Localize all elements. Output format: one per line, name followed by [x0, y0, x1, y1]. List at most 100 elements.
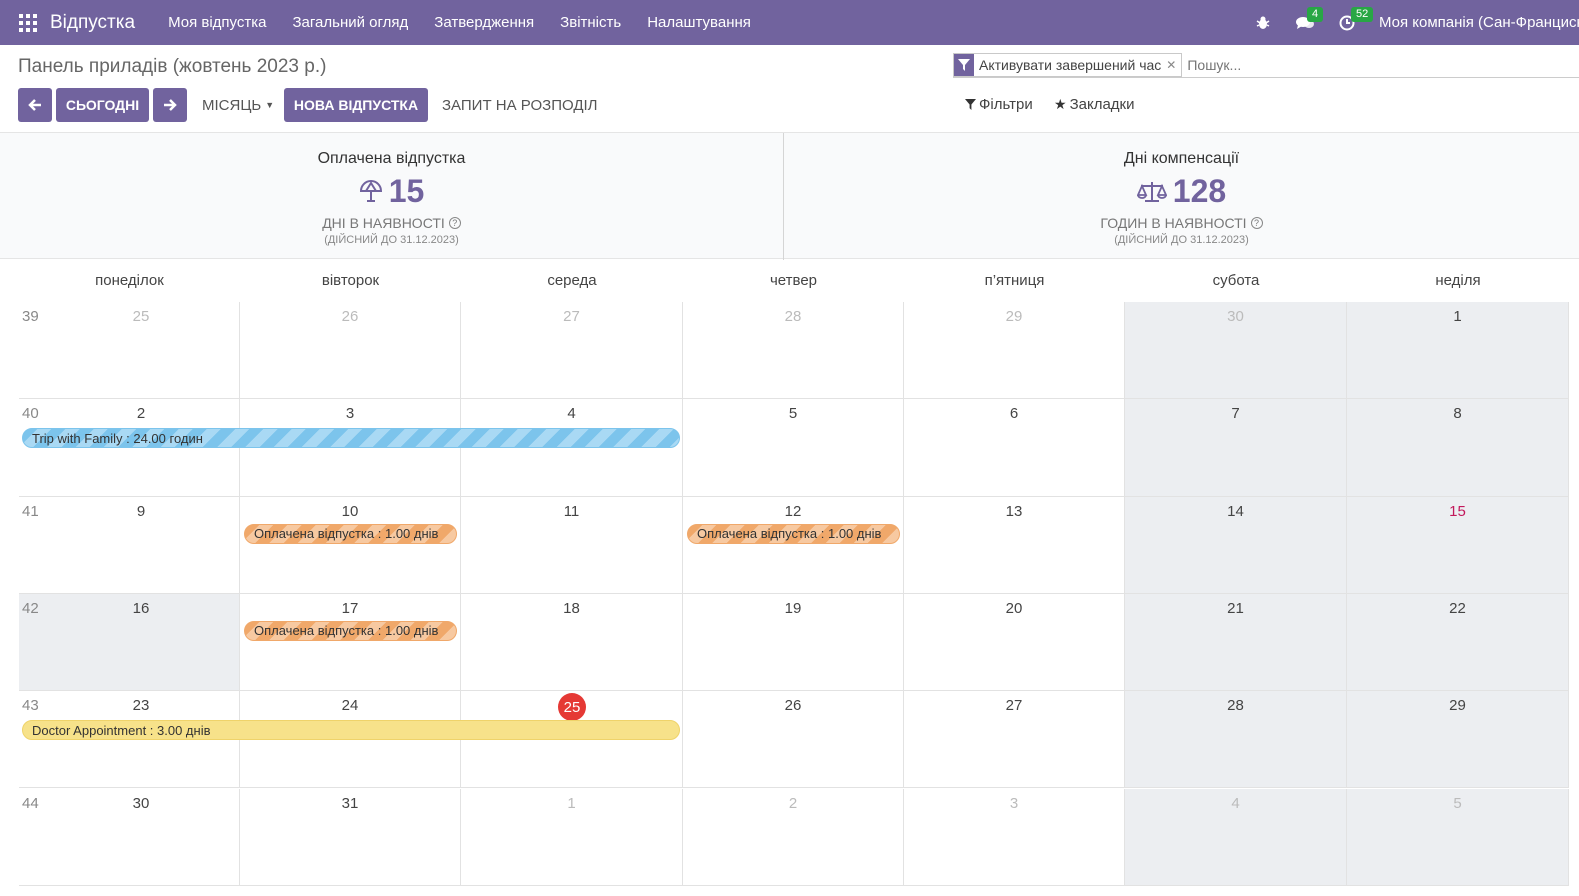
- calendar-day-cell[interactable]: 12: [683, 496, 904, 594]
- page-title: Панель приладів (жовтень 2023 р.): [18, 56, 327, 77]
- calendar-day-cell[interactable]: 28: [1125, 691, 1347, 789]
- day-number: 21: [1227, 599, 1244, 617]
- calendar-day-cell[interactable]: 15: [1347, 496, 1569, 594]
- balance-scale-icon: [1136, 181, 1167, 202]
- menu-overview[interactable]: Загальний огляд: [292, 14, 409, 31]
- weekday-thursday: четвер: [769, 272, 817, 289]
- compensation-card: Дні компенсації 128 ГОДИН В НАЯВНОСТІ ? …: [784, 133, 1579, 260]
- today-button[interactable]: СЬОГОДНІ: [56, 88, 149, 122]
- day-number: 17: [341, 599, 359, 617]
- day-number: 18: [563, 599, 580, 617]
- calendar-day-cell[interactable]: 17: [240, 593, 461, 692]
- calendar-day-cell[interactable]: 27: [461, 302, 683, 400]
- menu-approvals[interactable]: Затвердження: [434, 14, 535, 31]
- day-number: 29: [1449, 697, 1466, 715]
- menu-configuration[interactable]: Налаштування: [647, 14, 751, 31]
- week-number: 43: [22, 697, 39, 715]
- day-number: 9: [136, 502, 146, 520]
- event-paid-leave[interactable]: Оплачена відпустка : 1.00 днів: [244, 523, 457, 544]
- calendar-day-cell[interactable]: 29: [1347, 691, 1569, 789]
- calendar-day-cell[interactable]: 41 9: [19, 496, 240, 594]
- paid-leave-card: Оплачена відпустка 15 ДНІ В НАЯВНОСТІ ? …: [0, 133, 783, 260]
- event-trip-with-family[interactable]: Trip with Family : 24.00 годин: [22, 428, 680, 449]
- weekday-friday: п’ятниця: [984, 272, 1045, 289]
- filters-label: Фільтри: [979, 96, 1033, 113]
- week-number: 44: [22, 794, 39, 812]
- app-grid-icon[interactable]: [19, 13, 37, 32]
- new-leave-button[interactable]: НОВА ВІДПУСТКА: [284, 88, 428, 122]
- compensation-unit: ГОДИН В НАЯВНОСТІ: [1100, 215, 1247, 231]
- calendar-day-cell[interactable]: 6: [904, 399, 1125, 497]
- calendar-day-cell[interactable]: 19: [683, 593, 904, 692]
- search-input[interactable]: [1187, 56, 1488, 73]
- event-paid-leave[interactable]: Оплачена відпустка : 1.00 днів: [687, 523, 900, 544]
- scale-label: МІСЯЦЬ: [202, 96, 262, 114]
- calendar-day-cell[interactable]: 3: [904, 788, 1125, 886]
- activities-badge: 52: [1351, 6, 1374, 22]
- leave-dashboard: Оплачена відпустка 15 ДНІ В НАЯВНОСТІ ? …: [0, 132, 1579, 260]
- day-number: 6: [1009, 405, 1019, 423]
- arrow-right-icon: [164, 99, 177, 111]
- calendar-day-cell[interactable]: 1: [461, 788, 683, 886]
- day-number: 28: [1227, 697, 1244, 715]
- caret-down-icon: ▼: [265, 100, 275, 110]
- calendar-day-cell[interactable]: 25: [461, 691, 683, 789]
- arrow-left-icon: [28, 99, 41, 111]
- calendar-day-cell[interactable]: 11: [461, 496, 683, 594]
- menu-my-leave[interactable]: Моя відпустка: [168, 14, 267, 31]
- week-number: 40: [22, 405, 39, 423]
- calendar-day-cell[interactable]: 20: [904, 593, 1125, 692]
- help-icon[interactable]: ?: [1250, 217, 1263, 229]
- filters-button[interactable]: Фільтри: [965, 96, 1033, 113]
- calendar-day-cell[interactable]: 30: [1125, 302, 1347, 400]
- calendar-day-cell[interactable]: 26: [683, 691, 904, 789]
- menu-reporting[interactable]: Звітність: [560, 14, 622, 31]
- company-switcher[interactable]: Моя компанія (Сан-Франциско): [1379, 14, 1579, 31]
- calendar-day-cell[interactable]: 21: [1125, 593, 1347, 692]
- day-number: 24: [341, 697, 359, 715]
- calendar-day-cell[interactable]: 7: [1125, 399, 1347, 497]
- calendar-day-cell[interactable]: 2: [683, 788, 904, 886]
- calendar-day-cell[interactable]: 29: [904, 302, 1125, 400]
- calendar-day-cell[interactable]: 4: [1125, 788, 1347, 886]
- event-doctor-appointment[interactable]: Doctor Appointment : 3.00 днів: [22, 720, 680, 741]
- calendar-day-cell[interactable]: 1: [1347, 302, 1569, 400]
- calendar-day-cell[interactable]: 39 25: [19, 302, 240, 400]
- event-paid-leave[interactable]: Оплачена відпустка : 1.00 днів: [244, 620, 457, 641]
- calendar-day-cell[interactable]: 14: [1125, 496, 1347, 594]
- facet-remove-icon[interactable]: ✕: [1166, 57, 1177, 72]
- day-number: 12: [784, 502, 802, 520]
- calendar-day-cell[interactable]: 4: [461, 399, 683, 497]
- calendar-day-cell[interactable]: 10: [240, 496, 461, 594]
- calendar-day-cell[interactable]: 26: [240, 302, 461, 400]
- calendar-day-cell[interactable]: 28: [683, 302, 904, 400]
- calendar-day-cell[interactable]: 42 16: [19, 593, 240, 692]
- calendar-day-cell[interactable]: 5: [683, 399, 904, 497]
- calendar-day-cell[interactable]: 18: [461, 593, 683, 692]
- calendar-day-cell[interactable]: 44 30: [19, 788, 240, 886]
- debug-bug-icon[interactable]: [1255, 15, 1271, 31]
- calendar-day-cell[interactable]: 22: [1347, 593, 1569, 692]
- calendar-day-cell[interactable]: 8: [1347, 399, 1569, 497]
- search-bar: Активувати завершений час ✕: [953, 52, 1579, 78]
- app-name[interactable]: Відпустка: [50, 11, 136, 33]
- weekday-tuesday: вівторок: [321, 272, 380, 289]
- day-number: 22: [1449, 599, 1466, 617]
- next-button[interactable]: [153, 88, 187, 122]
- calendar-day-cell[interactable]: 27: [904, 691, 1125, 789]
- filter-icon: [965, 99, 976, 110]
- activities-clock-icon[interactable]: 52: [1339, 6, 1374, 31]
- help-icon[interactable]: ?: [448, 217, 461, 229]
- calendar-day-cell[interactable]: 31: [240, 788, 461, 886]
- bookmarks-button[interactable]: ★ Закладки: [1054, 96, 1134, 113]
- day-number: 15: [1449, 502, 1466, 520]
- day-number: 10: [341, 502, 359, 520]
- compensation-title: Дні компенсації: [1123, 150, 1240, 167]
- calendar-day-cell[interactable]: 13: [904, 496, 1125, 594]
- previous-button[interactable]: [18, 88, 52, 122]
- day-number: 2: [788, 794, 798, 812]
- messages-icon[interactable]: 4: [1295, 6, 1324, 31]
- allocation-request-button[interactable]: ЗАПИТ НА РОЗПОДІЛ: [442, 96, 598, 114]
- calendar-day-cell[interactable]: 5: [1347, 788, 1569, 886]
- scale-dropdown[interactable]: МІСЯЦЬ ▼: [202, 88, 274, 122]
